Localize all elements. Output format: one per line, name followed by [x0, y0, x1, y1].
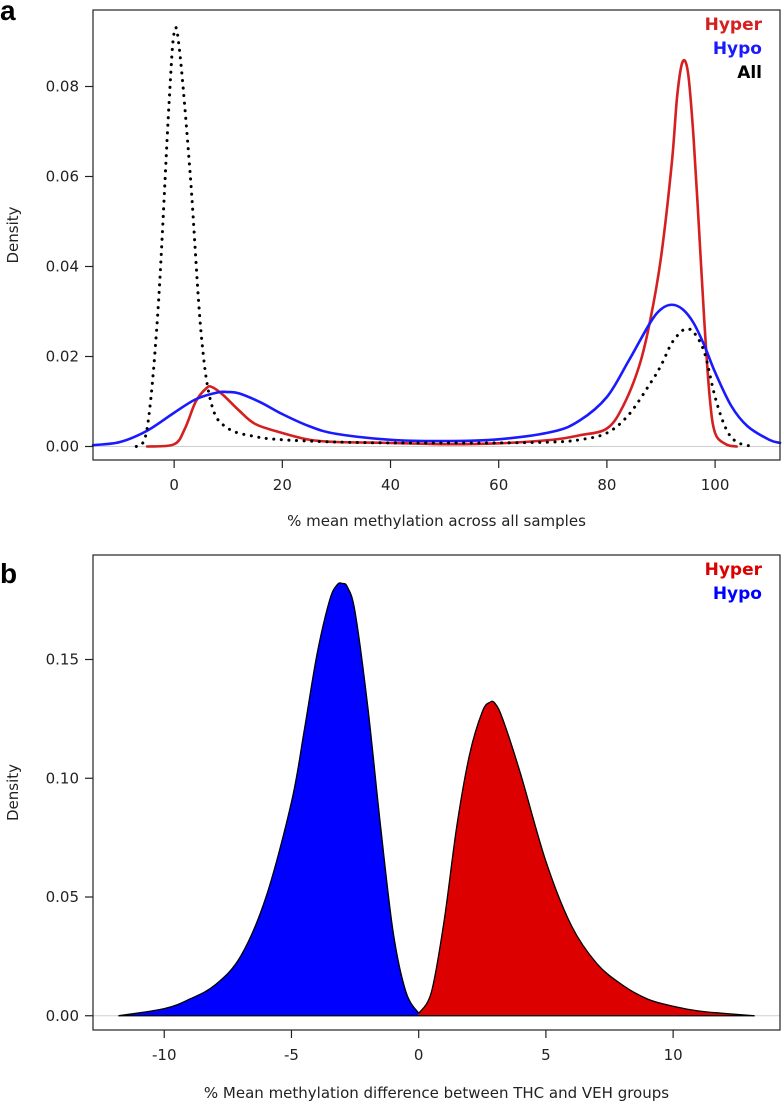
- panel-a-letter: a: [0, 0, 16, 26]
- legend-hypo: Hypo: [713, 39, 762, 59]
- y-tick-label: 0.02: [46, 348, 79, 366]
- series-line-all: [134, 26, 755, 448]
- x-tick-label: 40: [381, 476, 400, 494]
- x-tick-label: 80: [597, 476, 616, 494]
- legend-hypo: Hypo: [713, 584, 762, 604]
- panel-a: a 0 20 40 60 80 100 0.00 0.02 0.04 0.06 0.08 % mean …: [0, 0, 782, 530]
- y-tick-label: 0.04: [46, 258, 79, 276]
- x-tick-label: -5: [284, 1046, 299, 1064]
- y-tick-label: 0.06: [46, 168, 79, 186]
- legend: Hyper Hypo: [705, 560, 763, 604]
- series-area-hypo: [118, 582, 419, 1016]
- x-tick-label: 100: [701, 476, 730, 494]
- plot-frame: [92, 9, 781, 461]
- y-axis-title: Density: [4, 764, 22, 821]
- y-tick-label: 0.00: [46, 1007, 79, 1025]
- y-tick-label: 0.08: [46, 78, 79, 96]
- y-tick-label: 0.05: [46, 888, 79, 906]
- legend-hyper: Hyper: [705, 560, 763, 580]
- y-tick-label: 0.10: [46, 769, 79, 787]
- x-tick-label: 0: [414, 1046, 424, 1064]
- y-axis-title: Density: [4, 206, 22, 263]
- series-line-hypo: [91, 303, 782, 447]
- series-outline-hyper: [418, 700, 755, 1017]
- y-tick-label: 0.15: [46, 651, 79, 669]
- panel-b-letter: b: [0, 558, 17, 589]
- plot-frame: [92, 554, 781, 1031]
- series-area-hyper: [418, 701, 755, 1016]
- x-axis-title: % Mean methylation difference between TH…: [204, 1084, 669, 1102]
- y-tick-label: 0.00: [46, 438, 79, 456]
- x-tick-label: 0: [169, 476, 179, 494]
- x-tick-label: 10: [664, 1046, 683, 1064]
- x-tick-label: 60: [489, 476, 508, 494]
- legend-hyper: Hyper: [705, 15, 763, 35]
- x-tick-label: 5: [541, 1046, 551, 1064]
- series-line-hyper: [145, 58, 739, 448]
- series-outline-hypo: [118, 582, 420, 1017]
- legend-all: All: [737, 63, 762, 83]
- legend: Hyper Hypo All: [705, 15, 763, 83]
- x-axis-title: % mean methylation across all samples: [287, 512, 586, 530]
- x-tick-label: 20: [273, 476, 292, 494]
- panel-b: b -10 -5 0 5 10 0.00 0.05 0.10 0.15 % Mean methyla…: [0, 554, 781, 1102]
- x-tick-label: -10: [152, 1046, 177, 1064]
